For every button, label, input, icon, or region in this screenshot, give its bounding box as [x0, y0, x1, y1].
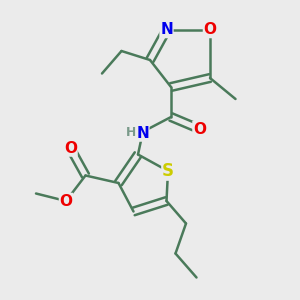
Text: O: O	[193, 122, 206, 136]
Text: O: O	[59, 194, 73, 208]
Text: O: O	[203, 22, 217, 38]
Text: H: H	[126, 125, 136, 139]
Text: S: S	[162, 162, 174, 180]
Text: N: N	[136, 126, 149, 141]
Text: N: N	[160, 22, 173, 38]
Text: O: O	[64, 141, 77, 156]
